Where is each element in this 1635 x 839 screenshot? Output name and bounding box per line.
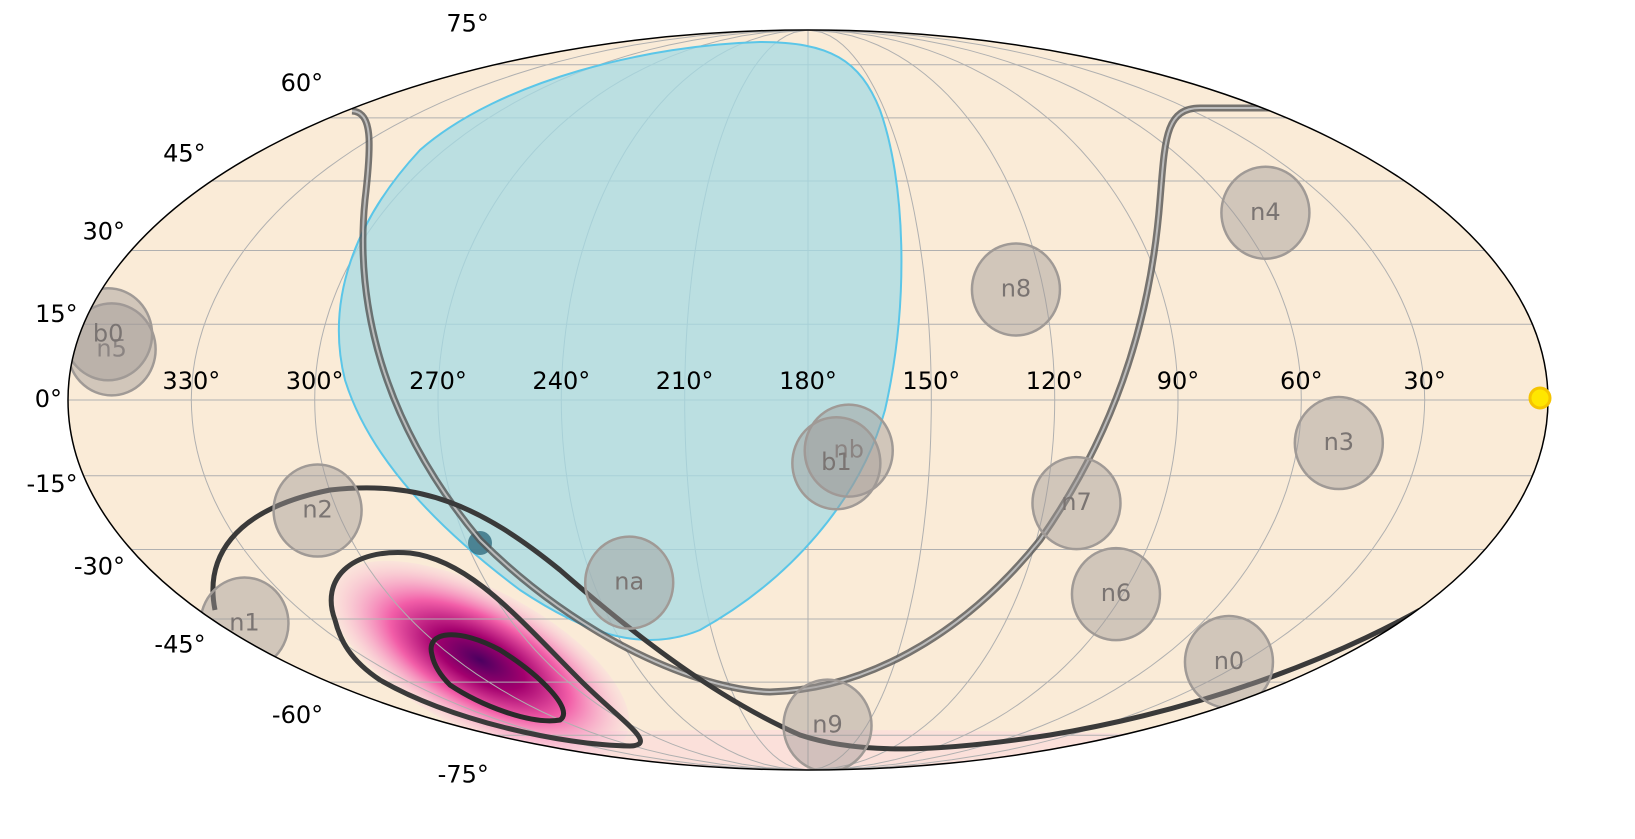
sun-marker — [1528, 386, 1552, 410]
y-tick-label: 30° — [83, 218, 126, 246]
probability-map — [330, 560, 630, 760]
x-tick-label: 120° — [1026, 367, 1084, 395]
contour-50 — [328, 549, 643, 749]
y-tick-label: -60° — [272, 701, 323, 729]
detector-label: n0 — [1214, 647, 1244, 675]
x-tick-label: 180° — [779, 367, 837, 395]
detector-pointing — [1220, 165, 1311, 261]
detector-pointing — [583, 535, 675, 630]
x-tick-label: 30° — [1403, 367, 1446, 395]
x-tick-label: 90° — [1157, 367, 1200, 395]
y-tick-label: 15° — [35, 300, 78, 328]
x-tick-label: 240° — [532, 367, 590, 395]
detector-pointing — [1293, 395, 1385, 491]
detector-pointing — [1070, 546, 1162, 642]
detector-label: nb — [833, 436, 863, 464]
x-tick-label: 300° — [286, 367, 344, 395]
y-tick-label: 75° — [446, 10, 489, 38]
detector-label: n1 — [229, 608, 259, 636]
detector-label: na — [614, 568, 644, 596]
detector-pointing — [970, 242, 1062, 337]
detector-pointing — [782, 678, 873, 770]
detector-label: n7 — [1061, 488, 1091, 516]
detector-label: n3 — [1324, 428, 1354, 456]
detector-label: n6 — [1101, 579, 1131, 607]
detector-pointing — [803, 403, 894, 498]
detector-label: n5 — [96, 334, 126, 362]
detector-pointing — [791, 415, 882, 511]
x-tick-label: 210° — [656, 367, 714, 395]
detectors: n0 n1 n2 n3 n4 n5 n6 n7 n8 n9 na nb b0 b1 — [68, 165, 1385, 770]
y-tick-label: 45° — [163, 140, 206, 168]
detector-label: n8 — [1001, 274, 1031, 302]
y-tick-label: -30° — [74, 552, 125, 580]
detector-label: b1 — [821, 448, 852, 476]
contour-10 — [428, 632, 566, 724]
x-tick-label: 270° — [409, 367, 467, 395]
detector-label: n2 — [302, 496, 332, 524]
detector-label: n4 — [1250, 198, 1280, 226]
detector-pointing — [272, 463, 363, 558]
galactic-plane-center — [351, 107, 1280, 694]
y-tick-label: 60° — [281, 69, 324, 97]
detector-label: n9 — [812, 711, 842, 739]
x-tick-label: 60° — [1280, 367, 1323, 395]
contour-90 — [210, 485, 1422, 752]
x-tick-label: 150° — [902, 367, 960, 395]
detector-label: b0 — [93, 319, 124, 347]
y-tick-label: -75° — [438, 760, 489, 788]
y-tick-label: -15° — [26, 470, 77, 498]
detector-pointing — [1031, 455, 1122, 551]
y-tick-label: -45° — [154, 630, 205, 658]
y-tick-label: 0° — [35, 385, 62, 413]
x-tick-label: 330° — [162, 367, 220, 395]
